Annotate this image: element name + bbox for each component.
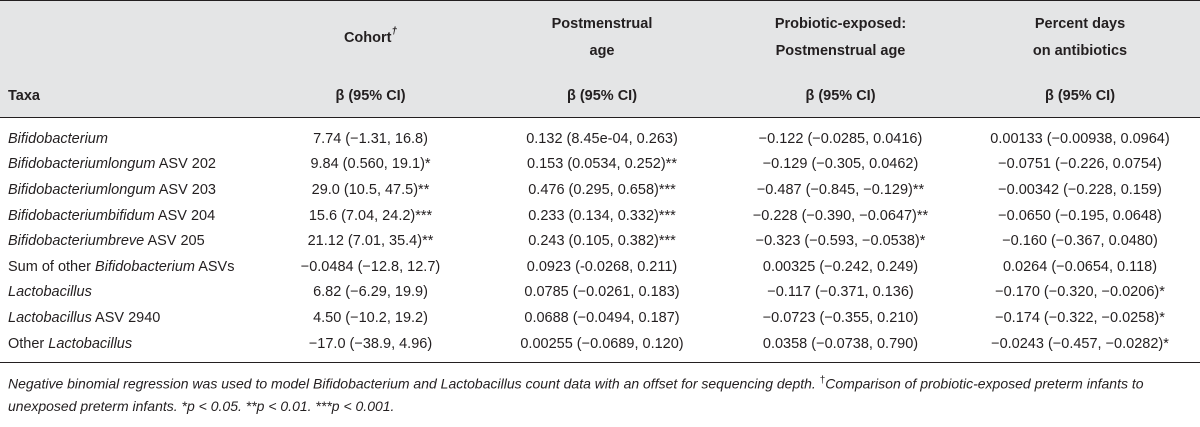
- taxa-name-part: Lactobacillus: [8, 309, 92, 326]
- taxa-name-part: Lactobacillus: [8, 284, 92, 301]
- taxa-name-cell: Lactobacillus: [0, 280, 258, 306]
- results-table-container: Cohort† Postmenstrual age Probiotic-expos…: [0, 0, 1200, 364]
- header-row-labels: Taxa β (95% CI) β (95% CI) β (95% CI) β …: [0, 75, 1200, 118]
- taxa-name-part: Bifidobacteriumlongum: [8, 156, 156, 173]
- taxa-name-part: ASV 205: [144, 233, 205, 250]
- header-taxa: Taxa: [0, 75, 258, 118]
- taxa-name-part: Sum of other: [8, 258, 96, 275]
- cell-cohort: 7.74 (−1.31, 16.8): [313, 130, 428, 147]
- header-beta-pma: β (95% CI): [483, 75, 721, 118]
- taxa-name-part: ASV 2940: [91, 309, 161, 326]
- footnote-dagger: †: [819, 375, 826, 387]
- footnote-text-before: Negative binomial regression was used to…: [8, 376, 820, 392]
- cell-pma: 0.476 (0.295, 0.658)***: [528, 181, 676, 198]
- cell-antibiotics: 0.0264 (−0.0654, 0.118): [1002, 258, 1158, 275]
- cell-cohort: −0.0484 (−12.8, 12.7): [300, 258, 441, 275]
- table-row: Lactobacillus ASV 2940 4.50 (−10.2, 19.2)…: [0, 305, 1200, 331]
- header-cohort: Cohort†: [258, 0, 483, 75]
- header-row-variables: Cohort† Postmenstrual age Probiotic-expos…: [0, 0, 1200, 75]
- cell-cohort: 9.84 (0.560, 19.1)*: [310, 156, 431, 173]
- cell-antibiotics: −0.00342 (−0.228, 0.159): [998, 181, 1162, 198]
- cell-probiotic: −0.0723 (−0.355, 0.210): [762, 309, 919, 326]
- taxa-name-cell: Other Lactobacillus: [0, 330, 258, 364]
- header-probiotic-line1: Probiotic-exposed:: [774, 16, 907, 32]
- cell-pma: 0.0688 (−0.0494, 0.187): [524, 309, 680, 326]
- header-blank: [0, 0, 258, 75]
- table-row: Bifidobacteriumbreve ASV 205 21.12 (7.01,…: [0, 228, 1200, 254]
- regression-results-table: Cohort† Postmenstrual age Probiotic-expos…: [0, 0, 1200, 364]
- taxa-name-part: ASVs: [194, 258, 235, 275]
- taxa-name-part: Lactobacillus: [48, 335, 133, 352]
- taxa-name-part: Bifidobacteriumlongum: [8, 181, 156, 198]
- table-row: Lactobacillus 6.82 (−6.29, 19.9) 0.0785 (−…: [0, 280, 1200, 306]
- cell-pma: 0.243 (0.105, 0.382)***: [528, 233, 676, 250]
- taxa-name-part: ASV 203: [155, 181, 216, 198]
- cell-pma: 0.0923 (-0.0268, 0.211): [526, 258, 678, 275]
- taxa-name-part: ASV 202: [155, 156, 216, 173]
- header-antibiotics: Percent days on antibiotics: [960, 0, 1200, 75]
- header-pma-line2: age: [589, 43, 615, 59]
- header-cohort-label: Cohort: [343, 29, 392, 46]
- cell-antibiotics: −0.170 (−0.320, −0.0206)*: [995, 284, 1165, 301]
- cell-probiotic: −0.323 (−0.593, −0.0538)*: [755, 233, 926, 250]
- cell-cohort: 21.12 (7.01, 35.4)**: [307, 233, 434, 250]
- cell-cohort: 29.0 (10.5, 47.5)**: [311, 181, 430, 198]
- table-row: Bifidobacteriumlongum ASV 203 29.0 (10.5,…: [0, 177, 1200, 203]
- header-beta-cohort: β (95% CI): [258, 75, 483, 118]
- cell-pma: 0.0785 (−0.0261, 0.183): [524, 284, 680, 301]
- taxa-name-cell: Sum of other Bifidobacterium ASVs: [0, 254, 258, 280]
- taxa-name-part: Bifidobacteriumbreve: [8, 233, 145, 250]
- cell-probiotic: −0.122 (−0.0285, 0.0416): [758, 130, 923, 147]
- taxa-name-cell: Bifidobacteriumbifidum ASV 204: [0, 203, 258, 229]
- taxa-name-part: Other: [8, 335, 49, 352]
- cell-pma: 0.153 (0.0534, 0.252)**: [527, 156, 677, 173]
- cell-probiotic: −0.117 (−0.371, 0.136): [767, 284, 914, 301]
- cell-cohort: 15.6 (7.04, 24.2)***: [308, 207, 433, 224]
- table-body: Bifidobacterium 7.74 (−1.31, 16.8) 0.132 (…: [0, 118, 1200, 364]
- taxa-name-part: ASV 204: [154, 207, 216, 224]
- header-beta-probiotic: β (95% CI): [721, 75, 960, 118]
- table-row: Other Lactobacillus −17.0 (−38.9, 4.96) 0.…: [0, 330, 1200, 364]
- taxa-name-cell: Bifidobacteriumbreve ASV 205: [0, 228, 258, 254]
- table-row: Bifidobacterium 7.74 (−1.31, 16.8) 0.132 (…: [0, 118, 1200, 152]
- cell-antibiotics: −0.174 (−0.322, −0.0258)*: [995, 309, 1165, 326]
- cell-pma: 0.233 (0.134, 0.332)***: [528, 207, 676, 224]
- cell-probiotic: −0.487 (−0.845, −0.129)**: [756, 181, 925, 198]
- taxa-name-cell: Lactobacillus ASV 2940: [0, 305, 258, 331]
- cell-cohort: 4.50 (−10.2, 19.2): [313, 309, 428, 326]
- header-probiotic-line2: Postmenstrual age: [775, 43, 906, 59]
- cell-cohort: 6.82 (−6.29, 19.9): [313, 284, 428, 301]
- cell-pma: 0.00255 (−0.0689, 0.120): [483, 330, 721, 364]
- cell-antibiotics: −0.0650 (−0.195, 0.0648): [998, 207, 1162, 224]
- header-antibiotics-line1: Percent days: [1034, 16, 1126, 32]
- cell-cohort: −17.0 (−38.9, 4.96): [258, 330, 483, 364]
- footnote-text-after: Comparison of probiotic-exposed preterm …: [8, 376, 1144, 414]
- table-footnote: Negative binomial regression was used to…: [0, 363, 1200, 417]
- cell-probiotic: −0.228 (−0.390, −0.0647)**: [752, 207, 929, 224]
- cell-antibiotics: 0.00133 (−0.00938, 0.0964): [990, 130, 1170, 147]
- table-row: Bifidobacteriumbifidum ASV 204 15.6 (7.04…: [0, 203, 1200, 229]
- header-cohort-dagger: †: [391, 25, 398, 37]
- table-header: Cohort† Postmenstrual age Probiotic-expos…: [0, 0, 1200, 118]
- taxa-name-part: Bifidobacterium: [95, 258, 195, 275]
- cell-probiotic: −0.129 (−0.305, 0.0462): [762, 156, 919, 173]
- cell-pma: 0.132 (8.45e-04, 0.263): [526, 130, 678, 147]
- cell-probiotic: 0.0358 (−0.0738, 0.790): [721, 330, 960, 364]
- header-beta-antibiotics: β (95% CI): [960, 75, 1200, 118]
- header-postmenstrual-age: Postmenstrual age: [483, 0, 721, 75]
- cell-antibiotics: −0.160 (−0.367, 0.0480): [1002, 233, 1158, 250]
- table-row: Bifidobacteriumlongum ASV 202 9.84 (0.560…: [0, 152, 1200, 178]
- header-antibiotics-line2: on antibiotics: [1032, 43, 1128, 59]
- cell-antibiotics: −0.0751 (−0.226, 0.0754): [998, 156, 1162, 173]
- taxa-name-cell: Bifidobacterium: [0, 118, 258, 152]
- header-probiotic-exposed: Probiotic-exposed: Postmenstrual age: [721, 0, 960, 75]
- taxa-name-cell: Bifidobacteriumlongum ASV 203: [0, 177, 258, 203]
- cell-antibiotics: −0.0243 (−0.457, −0.0282)*: [960, 330, 1200, 364]
- cell-probiotic: 0.00325 (−0.242, 0.249): [762, 258, 919, 275]
- taxa-name-part: Bifidobacteriumbifidum: [8, 207, 155, 224]
- header-pma-line1: Postmenstrual: [551, 16, 653, 32]
- taxa-name-part: Bifidobacterium: [8, 130, 108, 147]
- taxa-name-cell: Bifidobacteriumlongum ASV 202: [0, 152, 258, 178]
- table-row: Sum of other Bifidobacterium ASVs −0.0484…: [0, 254, 1200, 280]
